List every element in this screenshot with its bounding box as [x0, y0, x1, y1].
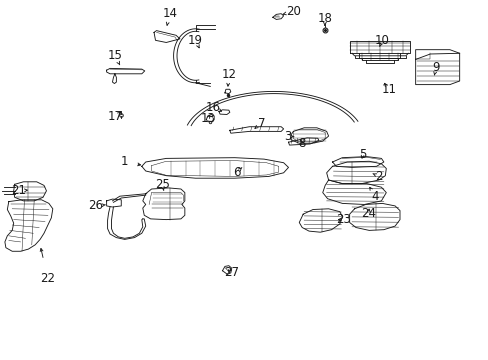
Text: 6: 6	[233, 166, 241, 179]
Text: 19: 19	[188, 34, 203, 47]
Text: 12: 12	[221, 68, 236, 81]
Text: 5: 5	[358, 148, 366, 161]
Text: 13: 13	[200, 112, 215, 125]
Text: 23: 23	[335, 213, 350, 226]
Text: 20: 20	[285, 5, 300, 18]
Text: 7: 7	[257, 117, 265, 130]
Text: 8: 8	[298, 137, 305, 150]
Text: 2: 2	[374, 170, 382, 183]
Text: 4: 4	[371, 190, 379, 203]
Text: 1: 1	[121, 156, 128, 168]
Text: 18: 18	[317, 12, 332, 24]
Text: 15: 15	[107, 49, 122, 62]
Text: 9: 9	[431, 61, 439, 74]
Text: 21: 21	[11, 184, 26, 197]
Text: 22: 22	[41, 273, 55, 285]
Text: 3: 3	[283, 130, 291, 143]
Text: 16: 16	[205, 101, 220, 114]
Text: 11: 11	[381, 83, 395, 96]
Text: 27: 27	[224, 266, 239, 279]
Text: 10: 10	[374, 34, 389, 47]
Text: 25: 25	[155, 178, 169, 191]
Text: 26: 26	[88, 199, 102, 212]
Text: 17: 17	[107, 111, 122, 123]
Text: 14: 14	[162, 7, 177, 20]
Text: 24: 24	[361, 207, 375, 220]
